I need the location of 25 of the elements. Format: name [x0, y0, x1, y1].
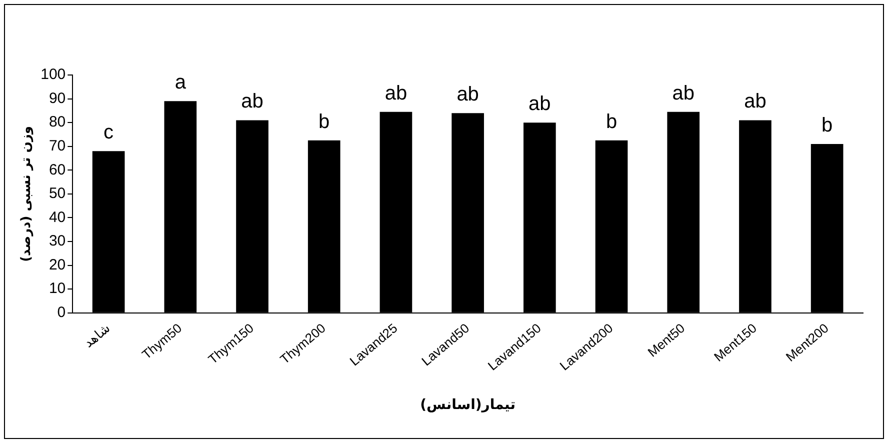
- annotation: ab: [456, 84, 479, 106]
- y-tick-label: 20: [48, 256, 66, 274]
- y-tick-label: 30: [48, 232, 66, 250]
- annotation: c: [104, 122, 114, 144]
- y-tick-label: 100: [40, 66, 66, 84]
- y-tick-label: 10: [48, 280, 66, 298]
- y-tick-label: 80: [48, 114, 66, 131]
- y-tick-label: 90: [48, 90, 66, 107]
- x-axis-title: تیمار(اسانس): [420, 397, 516, 414]
- y-axis-title: وزن تر نسبی (درصد): [19, 126, 34, 262]
- annotation: ab: [241, 90, 264, 113]
- annotation: b: [318, 110, 330, 133]
- annotation: b: [822, 114, 833, 137]
- annotation: ab: [744, 90, 766, 113]
- x-tick-label: شاهد: [80, 320, 113, 351]
- annotation: ab: [384, 82, 408, 104]
- annotation: b: [606, 110, 618, 133]
- y-tick-label: 60: [48, 161, 66, 178]
- y-tick-label: 50: [48, 185, 66, 202]
- y-tick-label: 0: [57, 304, 66, 322]
- annotation: a: [174, 72, 187, 94]
- annotation: ab: [528, 93, 551, 116]
- y-tick-label: 40: [48, 208, 66, 226]
- y-tick-label: 70: [48, 138, 66, 155]
- annotation: ab: [672, 82, 694, 104]
